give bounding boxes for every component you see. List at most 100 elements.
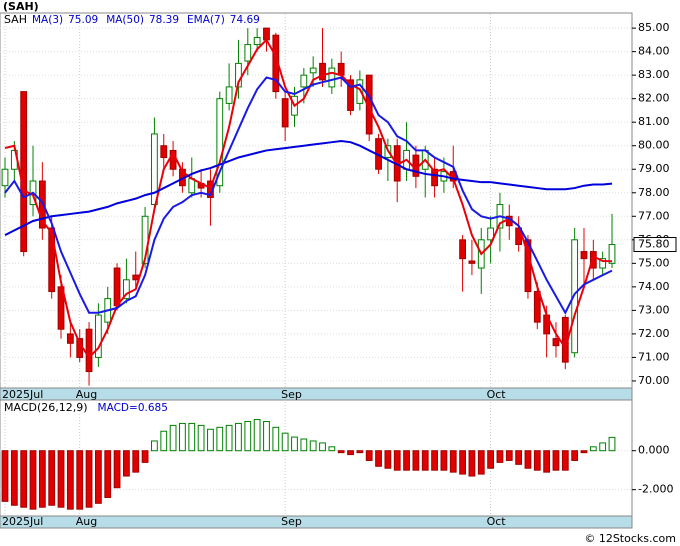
legend-value: 74.69 (230, 14, 260, 26)
legend-ticker: SAH (4, 13, 27, 26)
macd-bar (66, 450, 74, 510)
y-tick-label: 85.00 (638, 21, 670, 34)
macd-bar (337, 450, 345, 454)
candle-body (113, 267, 121, 307)
macd-bar (431, 450, 438, 471)
candle-body (151, 133, 158, 206)
macd-bar (328, 446, 336, 452)
macd-bar (505, 450, 513, 461)
macd-bar (160, 430, 168, 452)
candle-body (1, 168, 9, 187)
macd-bar (309, 440, 317, 452)
macd-bar (94, 450, 102, 504)
macd-bar (608, 436, 616, 452)
macd-bar (48, 450, 56, 506)
y-tick-label: 84.00 (638, 45, 670, 58)
y-tick-label: 80.00 (638, 139, 670, 152)
macd-bar (113, 450, 121, 489)
indicator-line (4, 76, 613, 315)
candle-body (85, 328, 93, 373)
y-tick-label: 72.00 (638, 327, 670, 340)
macd-bar (561, 450, 569, 471)
candle-body (160, 145, 168, 158)
macd-bar (10, 450, 18, 506)
y-tick-label: 77.00 (638, 209, 670, 222)
y-tick-label: 81.00 (638, 115, 670, 128)
macd-bar (291, 436, 298, 452)
macd-bar (543, 450, 551, 473)
y-tick-label: 0.000 (638, 444, 670, 457)
candle-body (328, 67, 336, 88)
y-tick-label: 70.00 (638, 374, 670, 387)
macd-bar (263, 420, 270, 452)
candle-body (487, 227, 494, 241)
macd-bar (76, 450, 84, 510)
macd-bar (20, 450, 28, 508)
y-tick-label: 74.00 (638, 280, 670, 293)
macd-bar (319, 442, 326, 452)
macd-bar (459, 450, 466, 475)
ticker-title: (SAH) (3, 0, 39, 13)
macd-bar (487, 450, 494, 469)
macd-bar (141, 450, 149, 463)
macd-bar (225, 424, 233, 452)
candle-body (533, 291, 541, 323)
macd-bar (496, 450, 504, 463)
macd-bar (151, 440, 158, 452)
macd-bar (38, 450, 46, 508)
candle-body (309, 67, 317, 74)
candle-body (319, 62, 326, 81)
last-price-label: 75.80 (638, 238, 670, 251)
x-tick-label: Oct (487, 515, 507, 528)
macd-bar (440, 450, 448, 471)
macd-bar (375, 450, 382, 467)
candle-body (300, 74, 308, 88)
candle-body (244, 44, 252, 62)
macd-bar (515, 450, 523, 465)
candle-body (123, 279, 130, 300)
macd-bar (29, 450, 37, 510)
macd-bar (272, 426, 280, 452)
macd-bar (552, 450, 560, 471)
y-tick-label: 79.00 (638, 162, 670, 175)
macd-bar (384, 450, 392, 469)
candle-body (225, 86, 233, 104)
macd-bar (179, 422, 186, 452)
macd-bar (169, 424, 177, 452)
candle-body (580, 251, 588, 260)
macd-bar (57, 450, 65, 508)
y-tick-label: 83.00 (638, 68, 670, 81)
candle-body (94, 314, 102, 358)
candle-body (365, 74, 373, 135)
macd-bar (356, 450, 364, 454)
macd-bar (235, 422, 242, 452)
x-tick-label: 2025Jul (2, 388, 43, 401)
macd-bar (197, 424, 205, 452)
macd-bar (253, 419, 261, 452)
y-tick-label: -2.000 (638, 483, 673, 496)
macd-value: MACD=0.685 (98, 402, 168, 414)
legend-entry: EMA(7) (187, 14, 225, 26)
x-tick-label: 2025Jul (2, 515, 43, 528)
watermark: © 12Stocks.com (584, 532, 676, 545)
macd-bar (104, 450, 112, 498)
macd-bar (403, 450, 410, 471)
macd-bar (1, 450, 9, 502)
macd-bar (571, 450, 579, 461)
macd-bar (216, 426, 224, 452)
macd-title: MACD(26,12,9) (4, 401, 88, 414)
candle-body (571, 239, 579, 354)
candle-body (216, 98, 224, 187)
candle-body (20, 91, 28, 253)
x-tick-label: Aug (76, 515, 97, 528)
legend-value: 75.09 (68, 14, 98, 26)
y-tick-label: 78.00 (638, 186, 670, 199)
x-tick-label: Oct (487, 388, 507, 401)
y-tick-label: 82.00 (638, 92, 670, 105)
y-tick-label: 71.00 (638, 350, 670, 363)
macd-bar (85, 450, 93, 508)
candle-body (431, 168, 438, 187)
macd-bar (347, 450, 354, 456)
macd-bar (188, 422, 196, 452)
